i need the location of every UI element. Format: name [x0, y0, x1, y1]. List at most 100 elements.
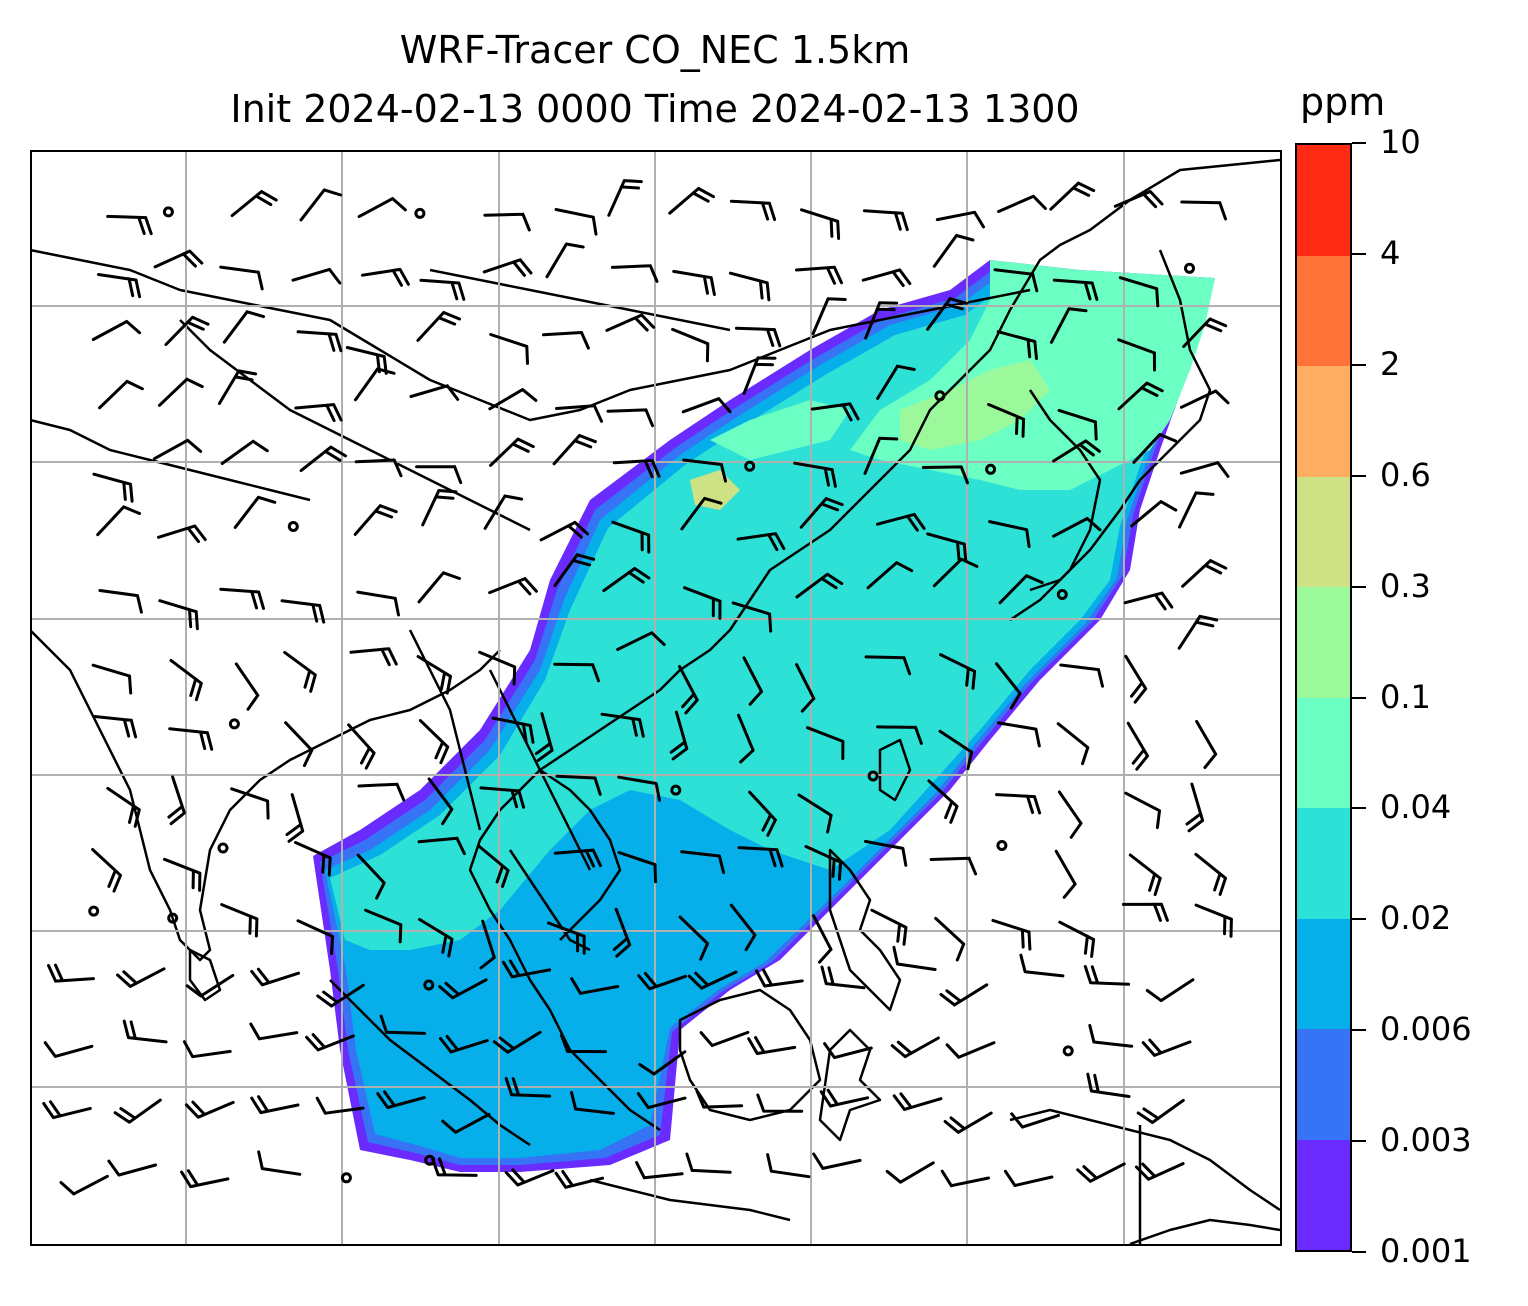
wind-barb [357, 197, 407, 219]
calm-wind-marker [340, 1172, 352, 1184]
colorbar-segment [1297, 255, 1350, 366]
border-himalaya [179, 319, 531, 532]
wind-barb [864, 655, 912, 676]
wind-barb [1136, 1098, 1185, 1124]
wind-barb [555, 404, 603, 423]
wind-barb [945, 1041, 996, 1059]
colorbar-tick [1352, 363, 1366, 366]
wind-barb [935, 210, 985, 229]
wind-barb [230, 787, 270, 820]
wind-barb [812, 1152, 862, 1170]
colorbar-tick-label: 0.04 [1380, 788, 1452, 827]
wind-barb [1124, 791, 1161, 830]
calm-wind-marker [228, 718, 240, 730]
wind-barb [315, 1096, 365, 1115]
wind-barb [996, 721, 1041, 748]
wind-barb [299, 188, 343, 222]
wind-barb [354, 367, 396, 402]
wind-barb [756, 1093, 804, 1113]
wind-barb [804, 845, 843, 881]
wind-barb [863, 436, 899, 475]
wind-barb [553, 662, 600, 683]
tracer-concentration-field [313, 260, 1215, 1172]
wind-barb [892, 1092, 943, 1111]
wind-barb [1052, 517, 1102, 538]
calm-wind-marker [423, 979, 435, 991]
wind-barb [122, 1019, 168, 1044]
wind-barb [938, 729, 974, 771]
colorbar [1295, 143, 1352, 1252]
wind-barb [356, 853, 386, 900]
wind-barb [866, 561, 914, 590]
wind-barb [748, 790, 777, 837]
wind-barb [294, 841, 332, 877]
wind-barb [364, 908, 403, 944]
wind-barb [927, 779, 959, 824]
wind-barb [488, 577, 538, 596]
wind-barb [1195, 719, 1218, 769]
colorbar-tick-label: 4 [1380, 233, 1401, 272]
wind-barb [441, 1112, 491, 1134]
wind-barb [636, 1092, 687, 1110]
coastline-japan [1029, 249, 1212, 592]
wind-barb [431, 1157, 478, 1177]
wind-barb [742, 656, 763, 706]
wind-barb [766, 1153, 811, 1179]
wind-barb [316, 983, 365, 1008]
colorbar-tick-label: 0.1 [1380, 677, 1431, 716]
coastline-borneo [678, 988, 822, 1122]
wind-barb [995, 793, 1042, 815]
calm-wind-marker [670, 784, 682, 796]
wind-barb [1052, 439, 1101, 463]
wind-barb [547, 921, 586, 955]
wind-barb [169, 658, 203, 702]
colorbar-tick [1352, 474, 1366, 477]
wind-barb [1019, 953, 1065, 978]
wind-barb [1049, 181, 1096, 211]
wind-barb [795, 572, 844, 599]
wind-barb [477, 844, 510, 888]
map-title-line-1: WRF-Tracer CO_NEC 1.5km [399, 28, 911, 72]
calm-wind-marker [287, 521, 299, 532]
wind-barb [42, 1100, 92, 1120]
wind-barb [943, 1111, 993, 1134]
wind-barb [379, 1014, 426, 1035]
wind-barb [1121, 902, 1169, 922]
border-china-north [30, 248, 1031, 422]
wind-barb [668, 187, 715, 215]
wind-barb [616, 631, 666, 651]
wind-barb [96, 505, 141, 537]
wind-barb [810, 402, 860, 422]
colorbar-unit-label: ppm [1300, 80, 1386, 124]
wind-barb [356, 590, 400, 617]
wind-barb [504, 1077, 552, 1098]
wind-barb [1057, 790, 1083, 839]
map-panel[interactable] [30, 150, 1280, 1244]
wind-barb [736, 532, 786, 552]
wind-barb [734, 326, 782, 348]
wind-barb [479, 919, 496, 970]
colorbar-tick [1352, 585, 1366, 588]
wind-barb [152, 438, 203, 461]
wind-barb [96, 273, 142, 299]
wind-barb [997, 194, 1047, 213]
wind-barb [683, 586, 722, 620]
wind-barb [876, 512, 926, 532]
wind-barb [220, 439, 269, 465]
wind-barb [996, 330, 1038, 360]
wind-barb [1076, 1162, 1126, 1183]
wind-barb [823, 1042, 873, 1060]
wind-barb [861, 268, 912, 287]
wind-barb [605, 313, 656, 332]
wind-barb [1058, 920, 1096, 958]
coastline-sri-lanka [188, 948, 222, 1002]
calm-wind-marker [996, 840, 1008, 851]
wind-barb [638, 1050, 687, 1076]
wind-barb [479, 786, 526, 809]
wind-barb [682, 458, 727, 483]
wind-barb [283, 650, 317, 693]
wind-barb [305, 1033, 355, 1052]
wind-barb [892, 945, 937, 971]
wind-barb [478, 650, 517, 686]
colorbar-tick-label: 2 [1380, 344, 1401, 383]
